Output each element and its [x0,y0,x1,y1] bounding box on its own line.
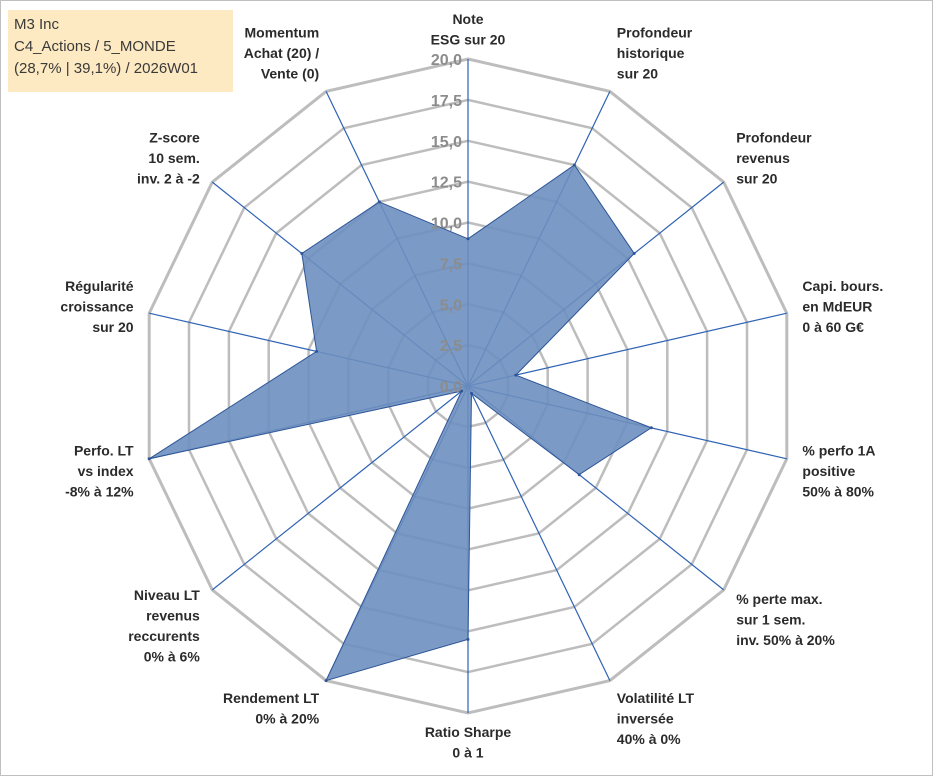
data-point [300,252,304,255]
axis-spoke [467,385,611,681]
data-series-area [148,164,653,682]
axis-label: Z-score 10 sem. inv. 2 à -2 [137,130,200,187]
tick-label: 12,5 [431,175,462,192]
axis-label: Capi. bours. en MdEUR 0 à 60 G€ [802,278,883,335]
axis-label-line: croissance [60,299,133,315]
axis-label-line: Momentum [245,25,320,41]
axis-label-line: -8% à 12% [65,484,134,500]
data-point [466,637,470,641]
axis-label-line: 0 à 60 G€ [802,319,864,335]
axis-label-line: revenus [736,150,790,166]
axis-label-line: 10 sem. [148,150,199,166]
tick-label: 20,0 [431,52,462,69]
axis-label-line: en MdEUR [802,299,872,315]
data-point [377,200,381,204]
axis-label-line: inv. 2 à -2 [137,171,200,187]
data-point [315,349,319,353]
axis-label-line: Régularité [65,278,134,294]
axis-label: Régularité croissance sur 20 [60,278,133,335]
data-point [514,373,518,377]
axis-label-line: 0% à 6% [144,648,201,664]
axis-label-line: sur 20 [736,171,777,187]
axis-label-line: Rendement LT [223,690,320,706]
axis-label: Volatilité LT inversée 40% à 0% [617,690,695,747]
tick-label: 7,5 [440,256,462,273]
axis-label-line: sur 1 sem. [736,611,805,627]
axis-label-line: historique [617,45,685,61]
axis-label-line: inversée [617,711,674,727]
axis-label-line: positive [802,463,855,479]
data-point [572,163,576,167]
axis-label-line: Niveau LT [134,587,200,603]
axis-label-line: Note [452,11,483,27]
data-point [466,237,470,241]
tick-label: 15,0 [431,134,462,151]
axis-label-line: % perfo 1A [802,443,875,459]
axis-label: Profondeur historique sur 20 [617,25,693,82]
data-point [649,426,653,430]
data-point [632,252,636,255]
axis-label-line: Profondeur [617,25,693,41]
data-point [460,389,464,393]
axis-label-line: Z-score [149,130,200,146]
axis-label-line: inv. 50% à 20% [736,632,835,648]
axis-label-line: 0 à 1 [452,745,483,761]
axis-label-line: 0% à 20% [255,711,319,727]
axis-label: Note ESG sur 20 [431,11,506,48]
axis-label-line: sur 20 [92,319,133,335]
tick-label: 0,0 [440,379,462,396]
data-point [147,457,151,461]
axis-label: Rendement LT 0% à 20% [223,690,320,727]
tick-label: 5,0 [440,297,462,314]
axis-label-line: 50% à 80% [802,484,874,500]
axis-label-line: 40% à 0% [617,731,681,747]
axis-label: Perfo. LT vs index -8% à 12% [65,443,134,500]
axis-label: Niveau LT revenus reccurents 0% à 6% [128,587,200,665]
tick-label: 2,5 [440,338,462,355]
axis-label-line: ESG sur 20 [431,32,506,48]
axis-label-line: Capi. bours. [802,278,883,294]
data-point [577,473,581,477]
axis-label-line: % perte max. [736,591,822,607]
axis-label-line: Achat (20) / [244,45,320,61]
axis-label: Profondeur revenus sur 20 [736,130,812,187]
tick-label: 10,0 [431,216,462,233]
axis-label-line: Ratio Sharpe [425,724,512,740]
axis-label-line: Profondeur [736,130,812,146]
chart-info-box: M3 Inc C4_Actions / 5_MONDE (28,7% | 39,… [8,10,233,92]
company-name: M3 Inc [14,16,60,33]
axis-label: % perte max. sur 1 sem. inv. 50% à 20% [736,591,835,648]
axis-label-line: revenus [146,607,200,623]
axis-label: % perfo 1A positive 50% à 80% [802,443,875,500]
portfolio-label: C4_Actions / 5_MONDE [14,38,176,55]
axis-label: Ratio Sharpe 0 à 1 [425,724,512,761]
axis-spoke [211,385,469,591]
axis-spoke [467,312,787,387]
axis-label: Momentum Achat (20) / Vente (0) [244,25,320,82]
axis-label-line: reccurents [128,628,200,644]
data-point [470,391,473,395]
tick-label: 17,5 [431,93,462,110]
axis-label-line: sur 20 [617,66,658,82]
data-point [324,679,328,683]
axis-label-line: Volatilité LT [617,690,695,706]
axis-label-line: Vente (0) [261,66,319,82]
axis-label-line: Perfo. LT [74,443,134,459]
axis-label-line: vs index [78,463,134,479]
score-period-label: (28,7% | 39,1%) / 2026W01 [14,60,198,77]
